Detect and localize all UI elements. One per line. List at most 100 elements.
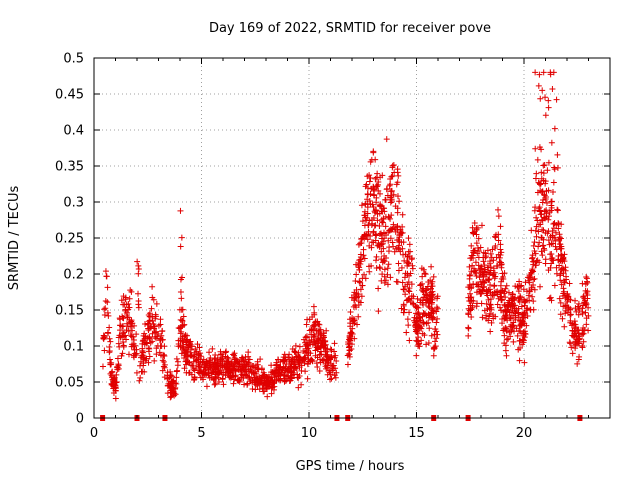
data-point (547, 71, 554, 78)
data-point (158, 352, 165, 359)
data-point (531, 286, 538, 293)
data-point (159, 327, 166, 334)
data-point (552, 229, 559, 236)
data-point (560, 290, 567, 297)
data-point (361, 271, 368, 278)
data-point (389, 172, 396, 179)
data-point (421, 270, 428, 277)
data-point (184, 353, 191, 360)
data-point (516, 322, 523, 329)
data-point (581, 295, 588, 302)
data-point (264, 374, 271, 381)
data-point (191, 367, 198, 374)
data-point (503, 328, 510, 335)
data-point (548, 250, 555, 257)
data-point (191, 349, 198, 356)
data-point (233, 358, 240, 365)
data-point (523, 322, 530, 329)
data-point (366, 198, 373, 205)
data-point (289, 372, 296, 379)
data-point (548, 256, 555, 263)
data-point (180, 313, 187, 320)
data-point (530, 242, 537, 249)
data-point (555, 225, 562, 232)
data-point (312, 352, 319, 359)
data-point (322, 337, 329, 344)
data-point (309, 326, 316, 333)
data-point (401, 306, 408, 313)
data-point (231, 376, 238, 383)
data-point (179, 317, 186, 324)
data-point (498, 297, 505, 304)
data-point (548, 198, 555, 205)
data-point (468, 294, 475, 301)
data-point (148, 305, 155, 312)
data-point (165, 375, 172, 382)
data-point (347, 323, 354, 330)
data-point (114, 355, 121, 362)
data-point (385, 248, 392, 255)
data-point (318, 340, 325, 347)
data-point (521, 302, 528, 309)
data-point (575, 311, 582, 318)
data-point (375, 308, 382, 315)
data-point (406, 288, 413, 295)
data-point (541, 191, 548, 198)
data-point (498, 249, 505, 256)
data-point (296, 343, 303, 350)
data-point (379, 271, 386, 278)
data-point (495, 213, 502, 220)
data-point (405, 287, 412, 294)
data-point (538, 169, 545, 176)
data-point (399, 245, 406, 252)
data-point (479, 286, 486, 293)
data-point (104, 284, 111, 291)
data-point (503, 352, 510, 359)
data-point (405, 322, 412, 329)
data-point (127, 332, 134, 339)
data-point (365, 228, 372, 235)
data-point (490, 265, 497, 272)
data-point (265, 373, 272, 380)
data-point (327, 346, 334, 353)
data-point (327, 360, 334, 367)
data-point (279, 358, 286, 365)
data-point (153, 328, 160, 335)
data-point (539, 242, 546, 249)
data-point (465, 284, 472, 291)
data-point (240, 365, 247, 372)
data-point (346, 334, 353, 341)
data-point (409, 255, 416, 262)
data-point (472, 259, 479, 266)
data-point (483, 290, 490, 297)
data-point (281, 378, 288, 385)
data-point (158, 342, 165, 349)
data-point (118, 297, 125, 304)
data-point (432, 326, 439, 333)
data-point (366, 268, 373, 275)
data-point (350, 315, 357, 322)
data-point (209, 368, 216, 375)
data-point (344, 361, 351, 368)
data-point (551, 282, 558, 289)
data-point (505, 335, 512, 342)
data-point (310, 303, 317, 310)
data-point (495, 231, 502, 238)
data-point (137, 358, 144, 365)
data-point (381, 273, 388, 280)
data-point (286, 363, 293, 370)
data-point (414, 338, 421, 345)
chart-title: Day 169 of 2022, SRMTID for receiver pov… (209, 21, 491, 36)
data-point (359, 218, 366, 225)
data-point (119, 350, 126, 357)
data-point (469, 302, 476, 309)
data-point (246, 376, 253, 383)
data-point (416, 317, 423, 324)
data-point (109, 376, 116, 383)
data-point (390, 162, 397, 169)
data-point (580, 338, 587, 345)
data-point (388, 198, 395, 205)
data-point (328, 375, 335, 382)
data-point (557, 311, 564, 318)
data-point (508, 314, 515, 321)
